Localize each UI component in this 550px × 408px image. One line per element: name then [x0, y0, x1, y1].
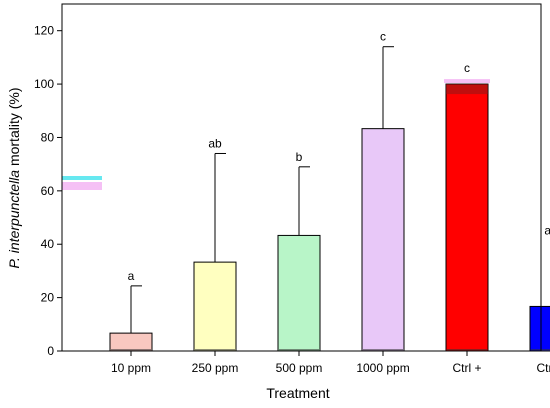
significance-label: c: [380, 30, 386, 44]
labels-layer: a ab b c c ab: [128, 30, 550, 283]
y-axis-title: P. interpunctella mortality (%): [6, 87, 22, 268]
plot-frame: [61, 3, 542, 352]
x-tick-label: 10 ppm: [111, 361, 151, 375]
bar: [361, 128, 405, 352]
legend-artifact-pink: [62, 182, 102, 190]
x-axis: 10 ppm 250 ppm 500 ppm 1000 ppm Ctrl + Ctrl −: [111, 351, 550, 375]
y-tick-label: 60: [41, 184, 55, 198]
bar-top-highlight: [444, 79, 490, 84]
x-tick-label: Ctrl +: [452, 361, 481, 375]
x-tick-label: 500 ppm: [276, 361, 323, 375]
y-tick-label: 40: [41, 237, 55, 251]
bar: [445, 83, 489, 352]
y-axis: 0 20 40 60 80 100 120: [34, 24, 62, 358]
y-axis-title-unit: mortality (%): [6, 87, 22, 169]
bar: [193, 261, 237, 352]
significance-label: b: [296, 150, 303, 164]
bar: [277, 234, 321, 352]
y-axis-title-species: P. interpunctella: [6, 170, 22, 269]
bar: [109, 332, 153, 352]
bar-baseline: [111, 349, 151, 351]
y-tick-label: 80: [41, 130, 55, 144]
y-tick-label: 0: [47, 344, 54, 358]
legend-artifact-cyan: [62, 176, 102, 180]
x-tick-label: 1000 ppm: [356, 361, 409, 375]
bar-baseline: [279, 349, 319, 351]
significance-label: ab: [544, 223, 550, 237]
bar: [529, 305, 550, 352]
x-tick-label: Ctrl −: [536, 361, 550, 375]
bar-baseline: [447, 349, 487, 351]
bar-baseline: [195, 349, 235, 351]
y-tick-label: 100: [34, 77, 54, 91]
significance-label: c: [464, 61, 470, 75]
y-tick-label: 120: [34, 24, 54, 38]
x-tick-label: 250 ppm: [192, 361, 239, 375]
bar-top-shade: [446, 84, 488, 95]
significance-label: ab: [208, 136, 222, 150]
x-axis-title: Treatment: [266, 385, 329, 401]
significance-label: a: [128, 269, 135, 283]
y-tick-label: 20: [41, 291, 55, 305]
bar-baseline: [363, 349, 403, 351]
bars-layer: [109, 46, 550, 352]
